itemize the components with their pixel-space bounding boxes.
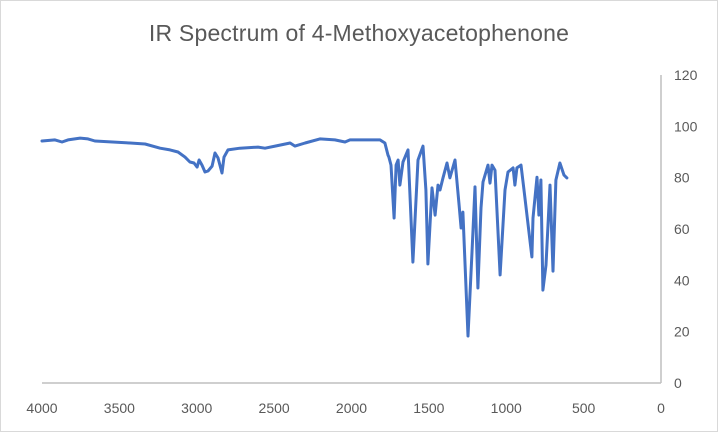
y-tick-labels: 0 20 40 60 80 100 120 <box>674 67 698 391</box>
x-tick-label: 3000 <box>181 400 212 416</box>
x-tick-label: 0 <box>657 400 665 416</box>
axes <box>42 75 662 384</box>
y-tick-label: 20 <box>674 324 690 340</box>
x-tick-label: 3500 <box>104 400 135 416</box>
x-tick-label: 1000 <box>491 400 522 416</box>
y-tick-label: 100 <box>674 118 698 134</box>
x-tick-label: 4000 <box>26 400 57 416</box>
x-tick-label: 1500 <box>413 400 444 416</box>
y-tick-label: 40 <box>674 272 690 288</box>
x-tick-label: 2500 <box>259 400 290 416</box>
x-tick-labels: 4000 3500 3000 2500 2000 1500 1000 500 0 <box>26 400 665 416</box>
y-tick-label: 120 <box>674 67 698 83</box>
x-tick-label: 500 <box>572 400 596 416</box>
chart-title: IR Spectrum of 4-Methoxyacetophenone <box>148 20 570 46</box>
y-tick-label: 0 <box>674 375 682 391</box>
y-tick-label: 60 <box>674 221 690 237</box>
x-tick-label: 2000 <box>336 400 367 416</box>
y-tick-label: 80 <box>674 170 690 186</box>
spectrum-line <box>40 136 569 338</box>
